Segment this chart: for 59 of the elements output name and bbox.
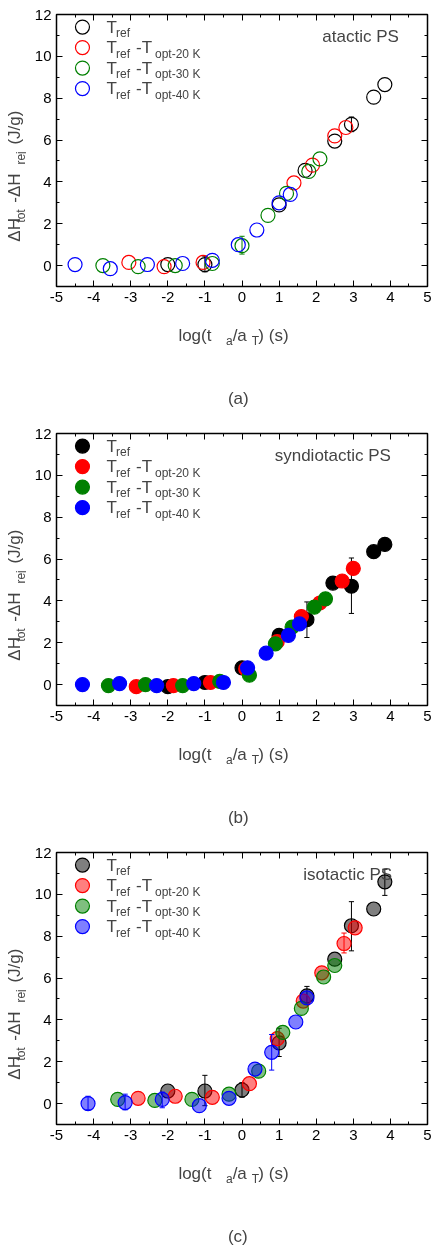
x-tick-label: -2 [161, 1125, 175, 1143]
x-tick-label: 0 [237, 1125, 247, 1143]
x-tick-label: -5 [49, 287, 64, 305]
y-tick-label: 10 [34, 466, 52, 484]
y-tick-label: 4 [43, 591, 52, 609]
x-tick-label: 4 [386, 706, 395, 724]
y-tick-label: 10 [34, 885, 52, 903]
y-tick-label: 10 [34, 47, 52, 65]
x-tick-label: -2 [161, 706, 175, 724]
x-tick-label: 1 [274, 706, 284, 724]
x-tick-label: -1 [198, 1125, 212, 1143]
annotation: atactic PS [322, 27, 399, 46]
x-tick-label: -5 [49, 1125, 64, 1143]
x-tick-label: -3 [124, 1125, 138, 1143]
y-tick-label: 6 [43, 969, 52, 987]
y-tick-label: 0 [43, 256, 52, 274]
x-tick-label: -1 [198, 287, 212, 305]
text: (c) [227, 1227, 248, 1246]
x-tick-label: -3 [124, 706, 138, 724]
text: (a) [227, 389, 249, 408]
y-tick-label: 2 [43, 1052, 52, 1070]
x-tick-label: 1 [274, 1125, 284, 1143]
y-tick-label: 8 [43, 927, 52, 945]
y-tick-label: 12 [34, 5, 52, 23]
x-tick-label: 2 [312, 287, 321, 305]
text: (b) [227, 808, 249, 827]
x-tick-label: 4 [386, 287, 395, 305]
x-tick-label: 5 [423, 706, 432, 724]
x-tick-label: 2 [312, 706, 321, 724]
y-tick-label: 2 [43, 633, 52, 651]
x-tick-label: 0 [237, 287, 247, 305]
y-tick-label: 4 [43, 172, 52, 190]
y-tick-label: 4 [43, 1010, 52, 1028]
x-tick-label: 3 [349, 1125, 358, 1143]
x-tick-label: 5 [423, 287, 432, 305]
y-tick-label: 12 [34, 843, 52, 861]
y-tick-label: 8 [43, 89, 52, 107]
x-tick-label: -4 [86, 706, 101, 724]
x-tick-label: -1 [198, 706, 212, 724]
y-tick-label: 6 [43, 131, 52, 149]
x-tick-label: -5 [49, 706, 64, 724]
y-tick-label: 0 [43, 1094, 52, 1112]
x-tick-label: -2 [161, 287, 175, 305]
x-tick-label: 3 [349, 706, 358, 724]
x-tick-label: 5 [423, 1125, 432, 1143]
x-tick-label: -3 [124, 287, 138, 305]
y-tick-label: 0 [43, 675, 52, 693]
x-tick-label: 2 [312, 1125, 321, 1143]
x-tick-label: 3 [349, 287, 358, 305]
annotation: syndiotactic PS [274, 446, 391, 465]
y-tick-label: 2 [43, 214, 52, 232]
x-tick-label: 1 [274, 287, 284, 305]
y-tick-label: 8 [43, 508, 52, 526]
y-tick-label: 12 [34, 424, 52, 442]
x-tick-label: 0 [237, 706, 247, 724]
x-tick-label: -4 [86, 1125, 101, 1143]
x-tick-label: -4 [86, 287, 101, 305]
x-tick-label: 4 [386, 1125, 395, 1143]
y-tick-label: 6 [43, 550, 52, 568]
